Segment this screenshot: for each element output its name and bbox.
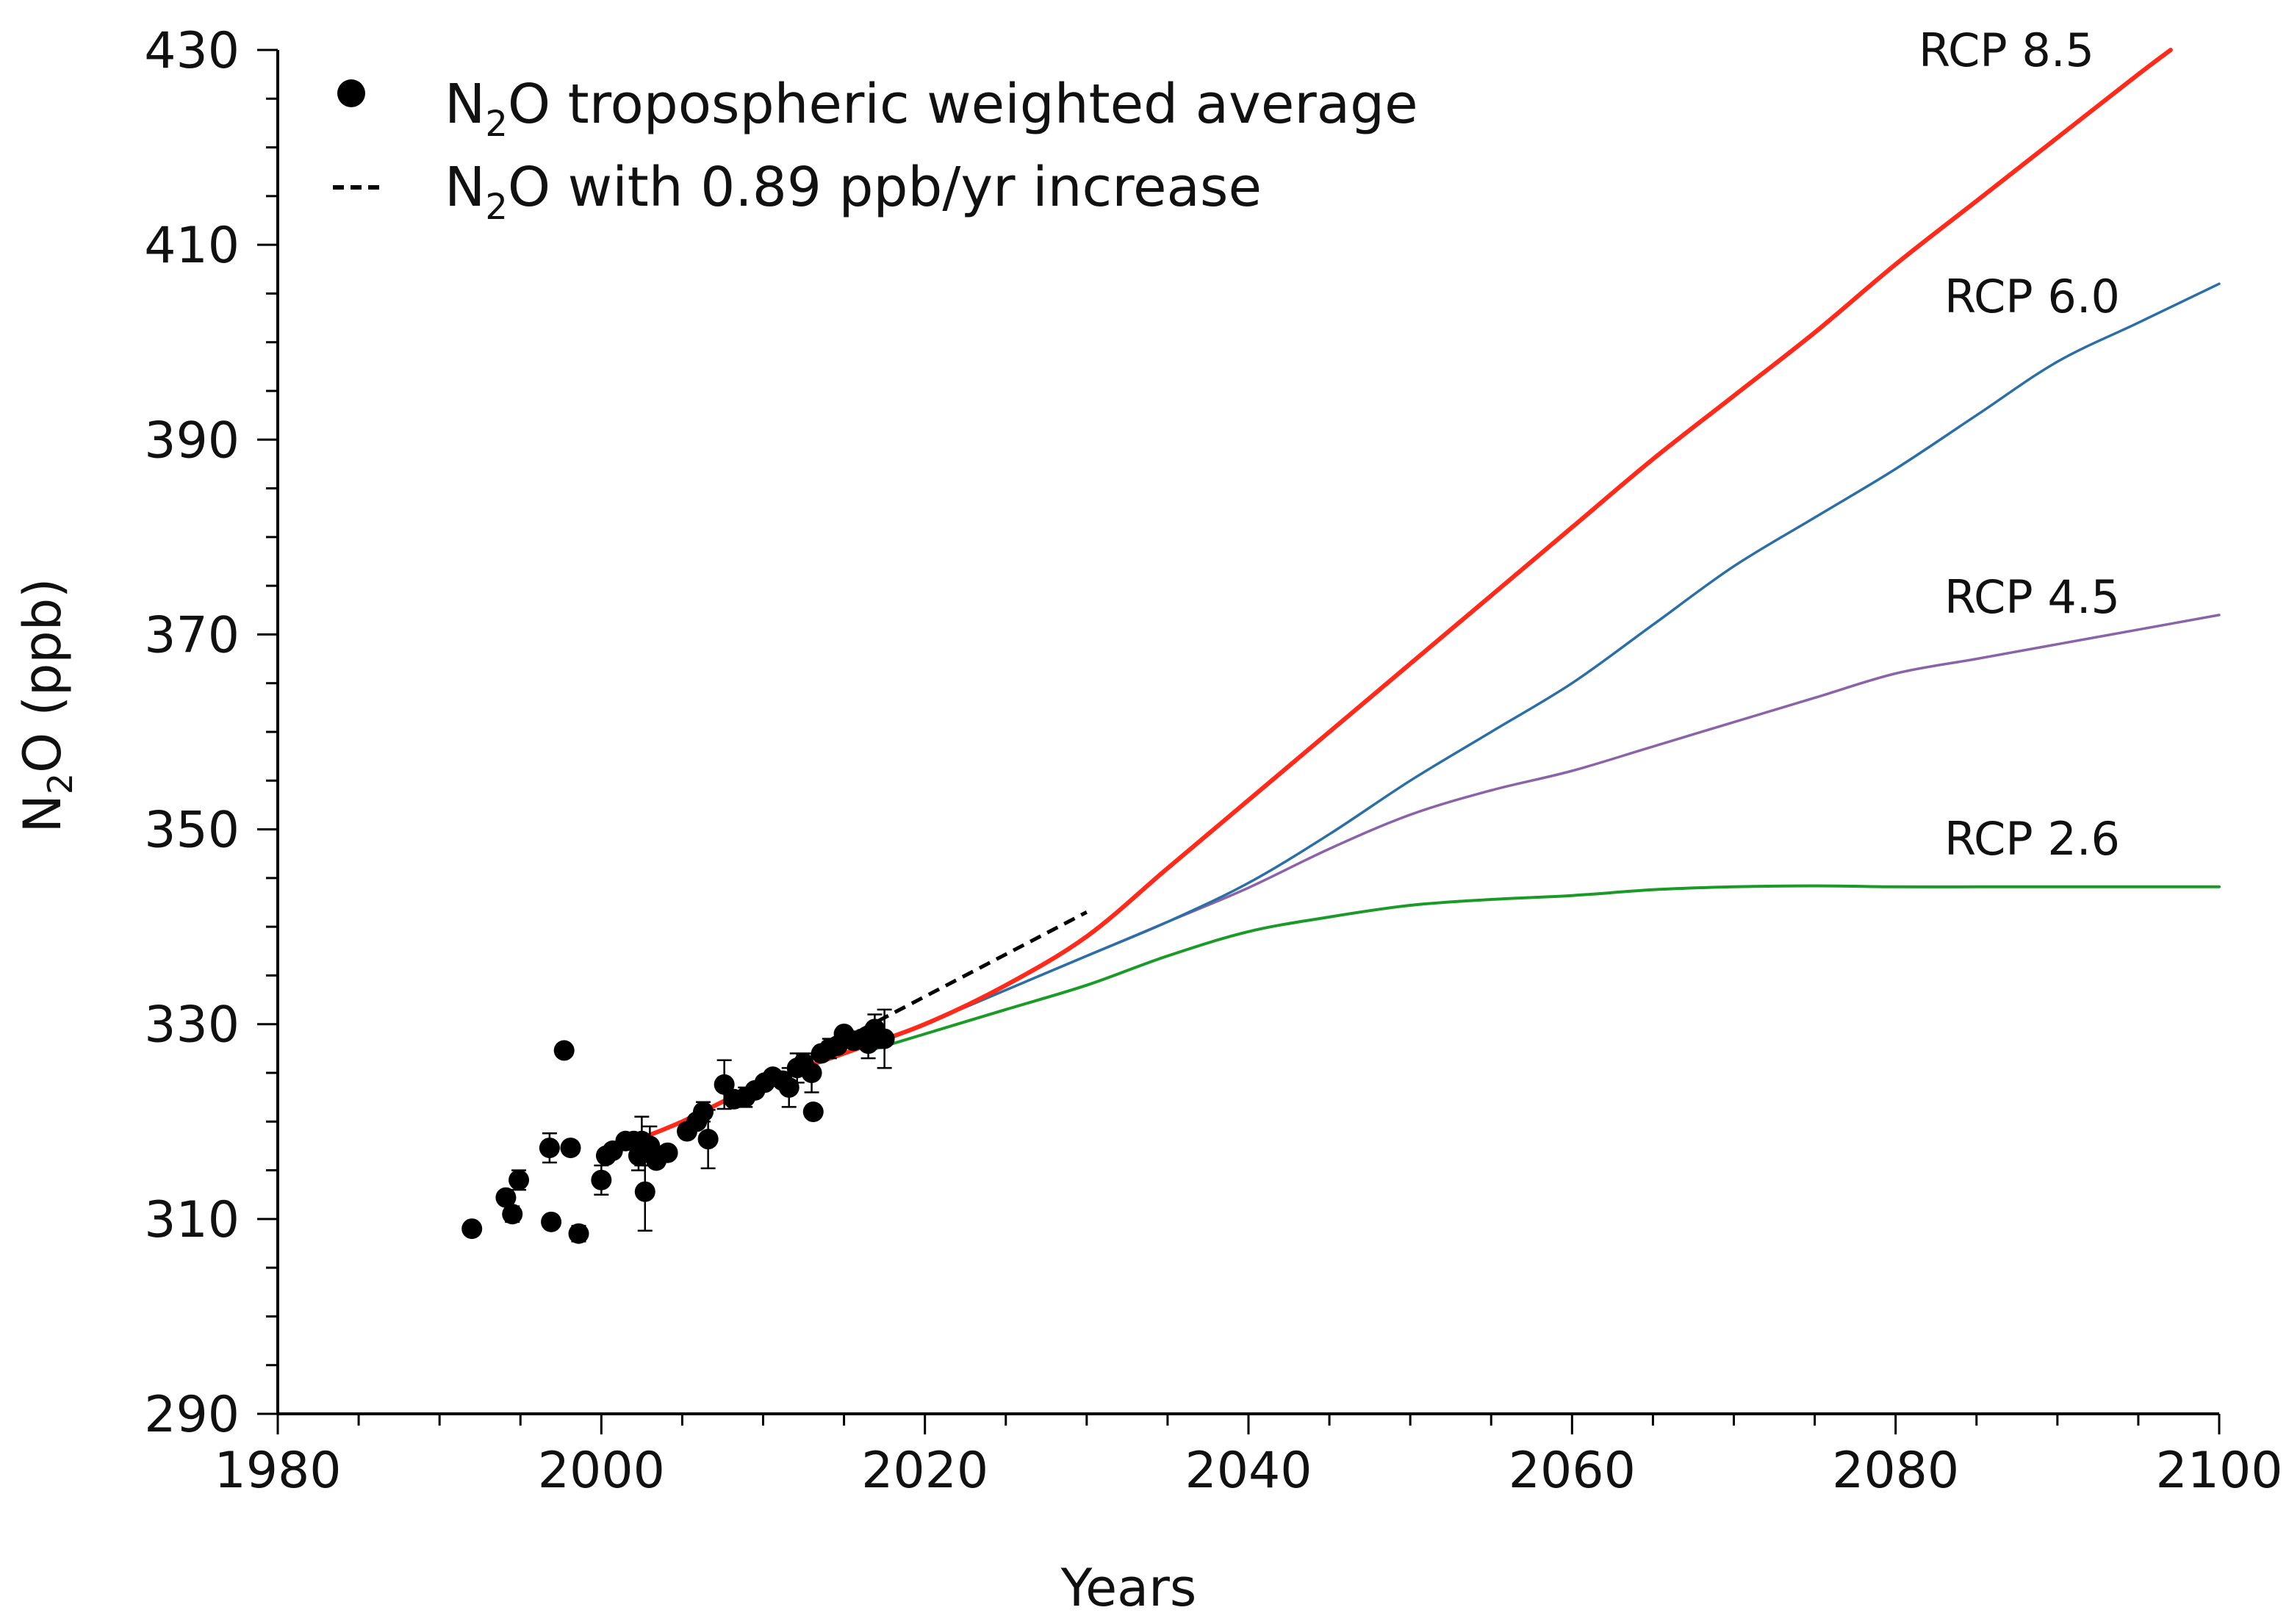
data-point xyxy=(657,1142,678,1163)
x-tick-label: 2000 xyxy=(538,1442,665,1500)
data-point xyxy=(509,1169,530,1190)
series-labels: RCP 8.5 RCP 6.0 RCP 4.5 RCP 2.6 xyxy=(1919,24,2120,866)
data-point xyxy=(502,1204,523,1225)
series-label-rcp-2-6: RCP 2.6 xyxy=(1944,812,2120,866)
data-point xyxy=(801,1063,822,1083)
x-tick-label: 2060 xyxy=(1509,1442,1636,1500)
series-label-rcp-8-5: RCP 8.5 xyxy=(1919,24,2094,77)
data-point xyxy=(461,1218,483,1240)
y-tick-label: 330 xyxy=(144,996,240,1054)
x-tick-label: 1980 xyxy=(214,1442,341,1500)
data-point xyxy=(714,1074,735,1095)
data-point xyxy=(802,1102,824,1123)
data-point xyxy=(591,1169,612,1190)
x-tick-label: 2080 xyxy=(1832,1442,1959,1500)
data-point xyxy=(539,1138,560,1159)
legend: N2O tropospheric weighted average N2O wi… xyxy=(333,73,1418,228)
data-point xyxy=(693,1102,714,1123)
legend-label-observations: N2O tropospheric weighted average xyxy=(445,73,1418,145)
y-tick-label: 410 xyxy=(144,217,240,275)
series-label-rcp-6-0: RCP 6.0 xyxy=(1944,270,2120,323)
x-axis-title: Years xyxy=(1060,1558,1197,1618)
trend-line xyxy=(843,910,1088,1041)
y-tick-label: 310 xyxy=(144,1191,240,1249)
data-point xyxy=(495,1187,517,1208)
data-point xyxy=(560,1138,581,1159)
data-point xyxy=(553,1040,575,1061)
legend-label-trend: N2O with 0.89 ppb/yr increase xyxy=(445,156,1262,228)
y-tick-label: 430 xyxy=(144,22,240,80)
legend-dot-marker xyxy=(337,79,365,107)
series-label-rcp-4-5: RCP 4.5 xyxy=(1944,570,2120,624)
series-line-rcp-6-0 xyxy=(874,282,2221,1045)
y-tick-label: 290 xyxy=(144,1386,240,1444)
data-point xyxy=(697,1129,719,1150)
data-point xyxy=(541,1211,562,1232)
y-tick-label: 350 xyxy=(144,802,240,860)
data-point xyxy=(568,1223,589,1244)
x-tick-label: 2100 xyxy=(2155,1442,2282,1500)
x-tick-label: 2040 xyxy=(1185,1442,1312,1500)
series-line-rcp-2-6 xyxy=(874,884,2221,1050)
axes: 290 310 330 350 370 390 410 430 1980 2000 2020 2040… xyxy=(144,22,2282,1500)
y-tick-label: 390 xyxy=(144,412,240,470)
y-tick-label: 370 xyxy=(144,606,240,664)
observation-points xyxy=(461,1008,895,1244)
y-axis-title: N2O (ppb) xyxy=(12,578,80,833)
x-tick-label: 2020 xyxy=(861,1442,988,1500)
data-point xyxy=(634,1181,655,1202)
data-point xyxy=(874,1028,895,1049)
